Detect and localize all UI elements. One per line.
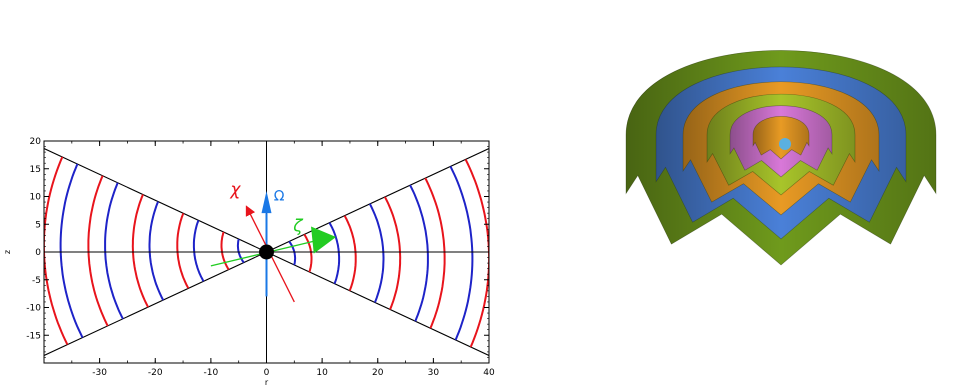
y-tick-label: 0	[35, 248, 41, 258]
zeta-label: ζ	[292, 216, 304, 236]
x-tick-label: -20	[148, 368, 163, 378]
x-axis-label: r	[265, 378, 269, 385]
red-wavefront	[464, 158, 489, 348]
blue-wavefront	[288, 240, 297, 266]
red-wavefront	[384, 196, 402, 310]
red-wavefront	[220, 231, 230, 271]
x-tick-label: 20	[372, 368, 384, 378]
x-tick-label: 30	[428, 368, 440, 378]
red-wavefront	[44, 156, 69, 346]
y-axis-label: z	[3, 250, 12, 254]
y-tick-label: -10	[26, 304, 41, 314]
y-tick-label: 20	[30, 137, 42, 147]
x-tick-label: 0	[264, 368, 270, 378]
chi-label: χ	[229, 180, 241, 200]
omega-label: Ω	[274, 188, 285, 204]
y-tick-label: 15	[30, 165, 41, 175]
omega-arrow-head	[261, 190, 272, 214]
x-tick-label: 40	[483, 368, 495, 378]
blue-wavefront	[449, 165, 474, 341]
red-wavefront	[131, 194, 149, 308]
y-tick-label: -5	[32, 276, 41, 286]
core-sphere	[779, 138, 791, 150]
y-tick-label: 5	[35, 220, 41, 230]
x-tick-label: 10	[316, 368, 328, 378]
nested-shells-3d	[625, 50, 937, 266]
blue-wavefront	[368, 203, 385, 303]
red-wavefront	[303, 233, 313, 273]
blue-wavefront	[104, 182, 124, 320]
black-hole-disk	[259, 244, 274, 260]
red-wavefront	[176, 212, 190, 289]
blue-wavefront	[148, 201, 165, 301]
red-wavefront	[343, 215, 357, 292]
shell-shading	[753, 116, 809, 159]
blue-wavefront	[192, 220, 205, 282]
x-tick-label: -10	[204, 368, 219, 378]
cone-plot: -30 -20 -10 0 10 20 30 40 20 15 10 5 0 -5 -10 -15 r z Ωχ ζ	[3, 137, 495, 387]
blue-wavefront	[59, 163, 84, 339]
y-tick-label: -15	[26, 331, 41, 341]
x-tick-label: -30	[92, 368, 107, 378]
blue-wavefront	[328, 222, 341, 284]
zeta-arrow-head	[311, 226, 337, 254]
y-tick-label: 10	[30, 193, 42, 203]
blue-wavefront	[409, 184, 429, 322]
shells-3d-figure	[600, 0, 961, 385]
